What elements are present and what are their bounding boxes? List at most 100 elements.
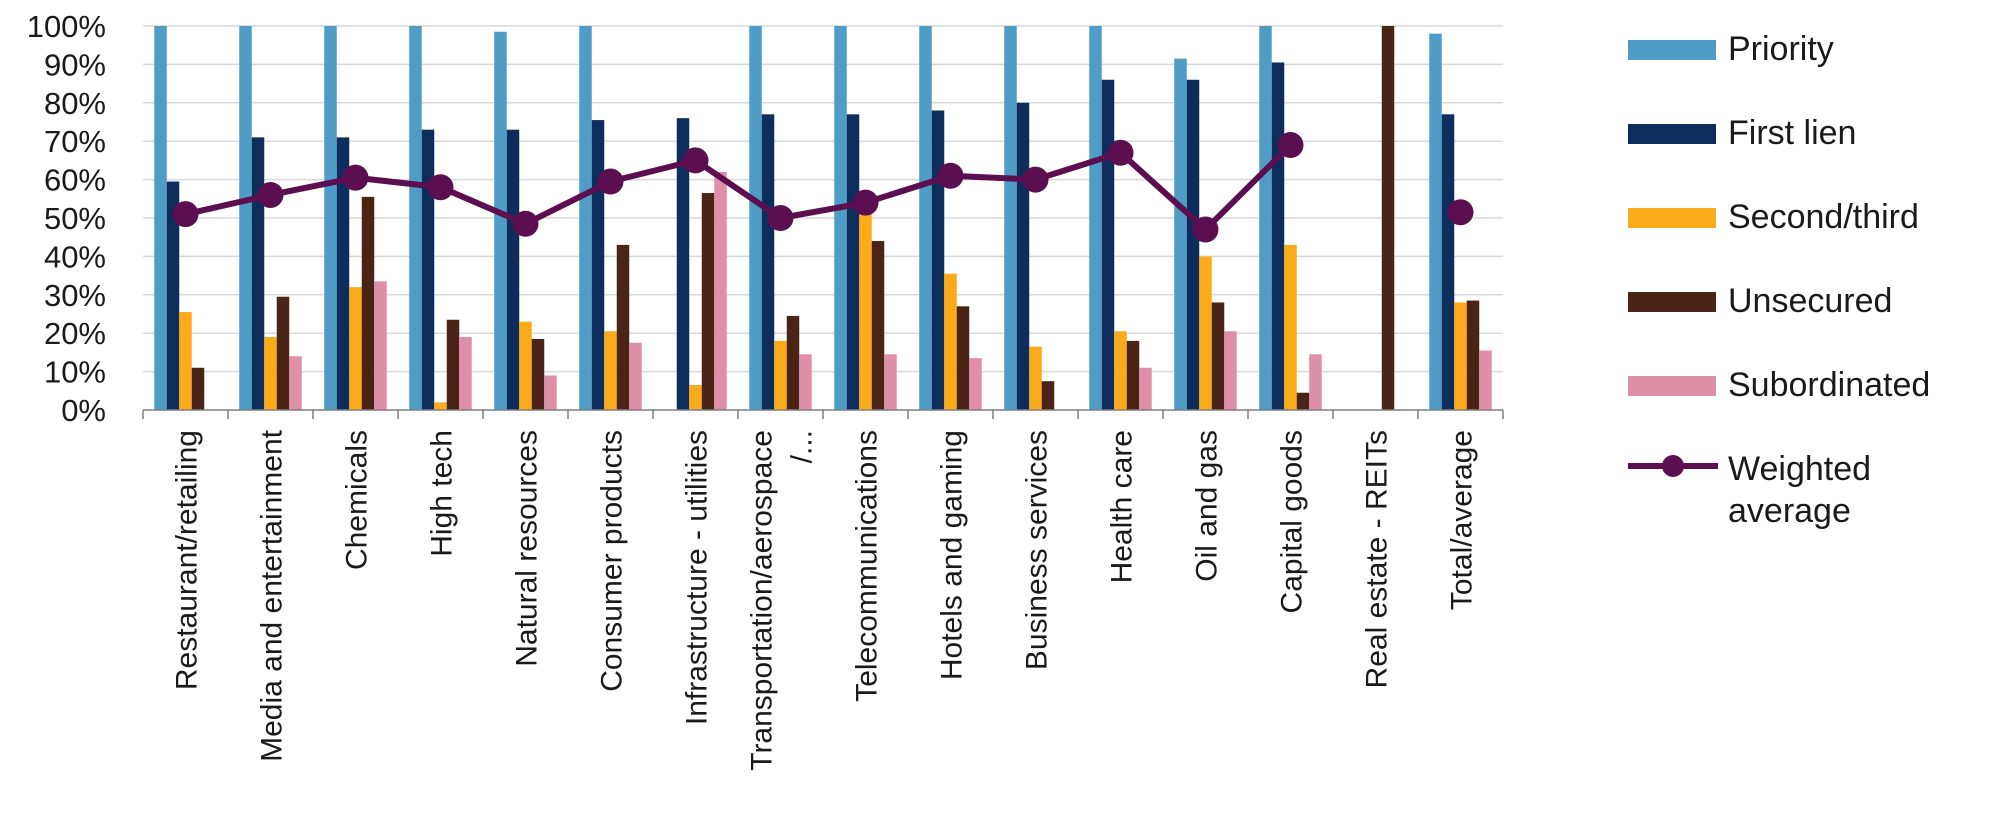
- bar-first-lien: [336, 137, 350, 411]
- bar-second-third: [859, 214, 872, 410]
- x-tick-label: Oil and gas: [1191, 430, 1224, 582]
- bar-first-lien: [1441, 114, 1455, 410]
- weighted-average-point: [172, 201, 199, 228]
- axes: [142, 409, 1504, 419]
- weighted-average-point: [852, 189, 879, 216]
- bar-second-third: [179, 312, 192, 410]
- bar-subordinated: [1309, 354, 1322, 410]
- bar-unsecured: [446, 319, 460, 410]
- y-tick-label: 40%: [44, 239, 106, 274]
- bar-unsecured: [701, 193, 715, 410]
- x-tick-label: Transportation/aerospace: [746, 430, 779, 771]
- bar-priority: [1089, 26, 1102, 410]
- weighted-average-point: [1192, 216, 1219, 243]
- x-tick-label: Consumer products: [596, 430, 629, 692]
- y-tick-label: 100%: [27, 9, 106, 44]
- legend-label-weighted-average-line1: Weighted: [1728, 450, 1872, 488]
- bar-first-lien: [251, 137, 265, 411]
- weighted-average-point: [1107, 139, 1134, 166]
- legend-label-second-third: Second/third: [1728, 198, 1919, 236]
- legend-swatch-subordinated: [1628, 376, 1716, 396]
- bar-priority: [1004, 26, 1017, 410]
- bar-first-lien: [761, 114, 775, 410]
- legend-label-weighted-average-line2: average: [1728, 492, 1851, 530]
- bar-unsecured: [1126, 340, 1140, 410]
- weighted-average-point: [1277, 132, 1304, 159]
- bar-unsecured: [191, 367, 205, 410]
- bar-first-lien: [506, 129, 520, 410]
- bar-second-third: [1029, 346, 1042, 410]
- x-tick-label: Chemicals: [341, 430, 374, 570]
- bar-first-lien: [1101, 79, 1115, 410]
- x-tick-label: Hotels and gaming: [936, 430, 969, 680]
- bar-first-lien: [1016, 102, 1030, 411]
- bar-unsecured: [1041, 381, 1055, 410]
- bar-second-third: [1454, 302, 1467, 410]
- bar-priority: [1429, 33, 1442, 411]
- y-tick-label: 50%: [44, 201, 106, 236]
- weighted-average-point: [1447, 199, 1474, 226]
- x-tick-label: Media and entertainment: [256, 429, 289, 762]
- y-tick-label: 30%: [44, 278, 106, 313]
- bar-second-third: [349, 287, 362, 410]
- x-tick-label: Real estate - REITs: [1361, 430, 1394, 688]
- weighted-average-point: [512, 210, 539, 237]
- bar-second-third: [519, 321, 532, 410]
- bar-second-third: [1199, 256, 1212, 410]
- bar-first-lien: [931, 110, 945, 410]
- weighted-average-point: [937, 162, 964, 189]
- bar-first-lien: [166, 181, 180, 410]
- bar-subordinated: [374, 281, 387, 410]
- legend-label-subordinated: Subordinated: [1728, 366, 1931, 404]
- bar-first-lien: [591, 120, 605, 410]
- bar-second-third: [604, 331, 617, 410]
- x-axis-tick-labels: Restaurant/retailing Media and entertainm…: [171, 429, 1479, 770]
- bar-second-third: [1284, 244, 1297, 410]
- bar-unsecured: [1211, 302, 1225, 410]
- weighted-average-point: [767, 205, 794, 231]
- x-tick-label: Health care: [1106, 430, 1139, 583]
- x-tick-label: Telecommunications: [851, 430, 884, 702]
- bar-second-third: [1114, 331, 1127, 410]
- y-tick-label: 80%: [44, 86, 106, 121]
- bar-priority: [1174, 58, 1187, 410]
- bar-priority: [409, 26, 422, 410]
- x-tick-label: Total/average: [1446, 430, 1479, 610]
- weighted-average-point: [1022, 166, 1049, 193]
- legend-swatch-priority: [1628, 40, 1716, 60]
- x-tick-label: Business services: [1021, 430, 1054, 670]
- weighted-average-point: [342, 164, 369, 191]
- bar-unsecured: [956, 306, 970, 410]
- x-tick-label: High tech: [426, 430, 459, 557]
- bar-first-lien: [421, 129, 435, 410]
- bar-subordinated: [629, 342, 642, 410]
- bar-first-lien: [1186, 79, 1200, 410]
- bar-first-lien: [846, 114, 860, 410]
- bar-first-lien: [676, 118, 690, 410]
- weighted-average-point: [597, 168, 624, 195]
- bar-second-third: [944, 273, 957, 410]
- legend-label-priority: Priority: [1728, 30, 1834, 68]
- y-tick-label: 70%: [44, 124, 106, 159]
- bar-unsecured: [871, 241, 885, 410]
- bar-subordinated: [289, 356, 302, 410]
- bar-unsecured: [786, 315, 800, 410]
- x-tick-label: Capital goods: [1276, 430, 1309, 613]
- bar-unsecured: [1466, 300, 1480, 410]
- weighted-average-line: [172, 132, 1474, 243]
- bar-unsecured: [361, 196, 375, 410]
- bar-unsecured: [276, 296, 290, 410]
- legend-swatch-first-lien: [1628, 124, 1716, 144]
- bar-priority: [1259, 26, 1272, 410]
- y-tick-label: 20%: [44, 316, 106, 351]
- y-tick-label: 10%: [44, 355, 106, 390]
- weighted-average-point: [257, 181, 284, 208]
- legend-label-first-lien: First lien: [1728, 114, 1857, 152]
- weighted-average-point: [682, 147, 709, 174]
- weighted-average-point: [427, 174, 454, 201]
- bar-subordinated: [714, 171, 727, 410]
- bar-second-third: [434, 402, 447, 410]
- bar-priority: [834, 26, 847, 410]
- bar-subordinated: [969, 358, 982, 410]
